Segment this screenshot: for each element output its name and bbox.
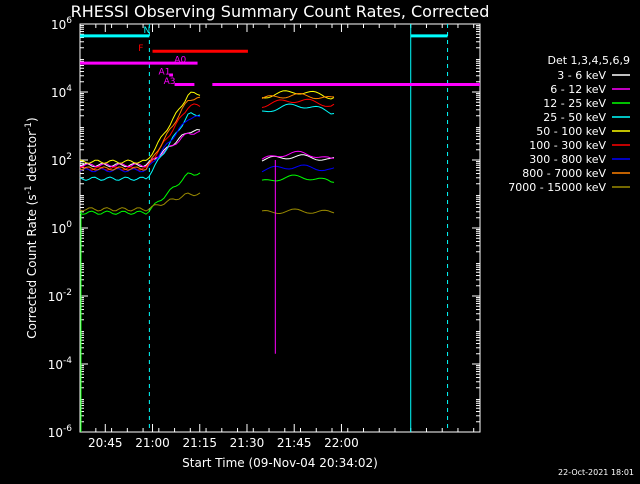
series-line-6 [261, 98, 335, 108]
series-line-6 [79, 103, 201, 171]
legend-label: 3 - 6 keV [557, 69, 606, 82]
series-line-3 [261, 174, 335, 183]
legend-header: Det 1,3,4,5,6,9 [547, 54, 630, 67]
y-tick-label: 10-2 [48, 288, 72, 304]
series-line-8 [79, 96, 201, 171]
y-tick-label: 10-6 [48, 424, 73, 440]
flag-label-n: N [143, 26, 150, 36]
flag-label-f: F [138, 44, 143, 54]
chart-title: RHESSI Observing Summary Count Rates, Co… [71, 2, 490, 21]
x-tick-label: 21:30 [230, 436, 265, 450]
x-tick-label: 21:45 [277, 436, 312, 450]
legend-label: 25 - 50 keV [543, 111, 606, 124]
flag-label-a1: A1 [159, 68, 171, 78]
y-tick-label: 106 [51, 16, 72, 32]
y-tick-label: 102 [51, 152, 72, 168]
x-tick-label: 21:00 [135, 436, 170, 450]
series-line-2 [261, 150, 335, 160]
x-tick-label: 22:00 [324, 436, 359, 450]
legend-label: 50 - 100 keV [536, 125, 606, 138]
legend-label: 300 - 800 keV [529, 153, 606, 166]
series-line-9 [261, 208, 335, 215]
y-tick-label: 100 [51, 220, 72, 236]
series-line-3 [79, 172, 201, 215]
y-axis-label: Corrected Count Rate (s-1 detector-1) [24, 117, 39, 338]
ticks-layer: 20:45 21:00 21:15 21:30 21:45 22:00 10-6 10-4 10… [48, 16, 480, 450]
series-layer [79, 90, 335, 432]
legend-label: 7000 - 15000 keV [508, 181, 606, 194]
flag-label-a3: A3 [164, 77, 176, 87]
x-tick-label: 21:15 [182, 436, 217, 450]
series-line-4 [79, 112, 201, 181]
series-line-9 [79, 192, 201, 212]
series-line-4 [261, 103, 335, 115]
series-line-7 [79, 115, 201, 173]
series-line-7 [261, 164, 335, 173]
legend-label: 800 - 7000 keV [522, 167, 606, 180]
legend-label: 100 - 300 keV [529, 139, 606, 152]
series-line-1 [79, 128, 201, 168]
flag-label-a0: A0 [174, 55, 186, 65]
series-line-8 [261, 93, 335, 100]
y-tick-label: 10-4 [48, 356, 73, 372]
y-tick-label: 104 [51, 84, 72, 100]
series-line-2 [79, 130, 201, 168]
legend-label: 6 - 12 keV [550, 83, 606, 96]
x-axis-label: Start Time (09-Nov-04 20:34:02) [182, 456, 378, 470]
legend-label: 12 - 25 keV [543, 97, 606, 110]
x-tick-label: 20:45 [88, 436, 123, 450]
footer-date: 22-Oct-2021 18:01 [558, 468, 634, 477]
series-line-5 [79, 91, 201, 164]
